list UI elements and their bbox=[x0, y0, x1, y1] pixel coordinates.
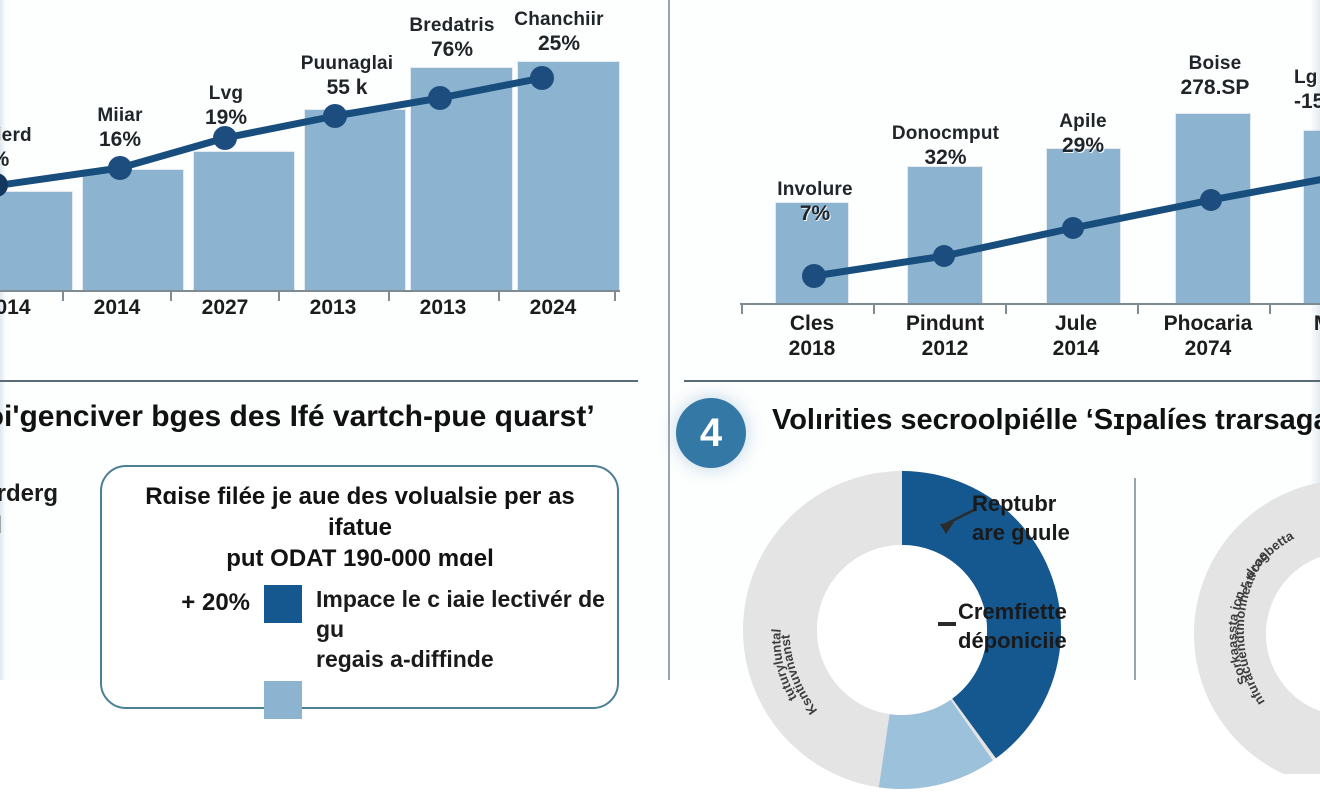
x-tick bbox=[278, 290, 280, 301]
bar-0 bbox=[0, 192, 72, 290]
x-tick bbox=[388, 290, 390, 301]
side-fragment-line-2: al bbox=[0, 512, 2, 539]
x-tick bbox=[1137, 303, 1139, 314]
legend-swatch-dark bbox=[264, 585, 302, 623]
side-fragment-line-1: drderg bbox=[0, 480, 59, 507]
legend-row bbox=[164, 681, 316, 719]
callout-title-line-2: put ODAT 190-000 mɑel bbox=[226, 545, 494, 573]
bar-label-1: Donocmput 32% bbox=[891, 123, 1000, 170]
donut-callout-2-line-2: déponiciie bbox=[958, 627, 1067, 653]
x-axis-label-0: Cles 2018 bbox=[788, 312, 836, 360]
page-edge-right bbox=[1310, 0, 1320, 680]
section-left-heading: roi'genciver bges des Ifé vartch-pue qua… bbox=[0, 400, 595, 433]
chart-top-left: biclerd % Miiar 16% Lvg 19% Puunaglai 55… bbox=[0, 0, 660, 340]
bar-label-0: biclerd % bbox=[0, 125, 32, 171]
legend-row: + 20% Impace le c iaie lectivér de gu re… bbox=[164, 585, 616, 675]
bar-1 bbox=[908, 167, 982, 303]
donut-callout-1-line-2: are guule bbox=[972, 519, 1070, 545]
x-axis-label-3: 2013 bbox=[309, 296, 357, 319]
x-tick bbox=[614, 290, 616, 301]
donut-callout-secondary: Cremfiette déponiciie bbox=[958, 598, 1067, 655]
x-axis-label-4: 2013 bbox=[419, 296, 467, 319]
x-axis-left bbox=[0, 290, 620, 292]
callout-card: Rɑise filée je aue des volualsie per as … bbox=[100, 465, 619, 719]
donut-chart-secondary: Sorkaassta icn r. drogbetta nfuracuendtm… bbox=[1194, 482, 1320, 774]
bar-label-3: Puunaglai 55 k bbox=[300, 53, 394, 100]
callout-card-title: Rɑise filée je aue des volualsie per as … bbox=[120, 481, 600, 575]
donut-callout-2-line-1: Cremfiette bbox=[958, 599, 1067, 624]
horizontal-divider-right bbox=[684, 380, 1320, 382]
x-tick bbox=[170, 290, 172, 301]
horizontal-divider-left bbox=[0, 380, 638, 382]
chart-top-right: 3 Involure 7% Donocmput 32% bbox=[668, 0, 1320, 380]
x-tick bbox=[741, 303, 743, 314]
bar-label-4: Lg -15 bbox=[1294, 67, 1320, 114]
bar-label-2: Apile 29% bbox=[1059, 111, 1107, 158]
bar-2 bbox=[194, 152, 294, 290]
donut-callout-primary: Reptubr are guule bbox=[972, 490, 1070, 547]
legend-swatch-light bbox=[264, 681, 302, 719]
trend-line-right bbox=[802, 176, 1320, 288]
trend-line-left bbox=[0, 66, 554, 197]
x-tick bbox=[498, 290, 500, 301]
bar-label-2: Lvg 19% bbox=[204, 83, 248, 130]
x-axis-label-1: 2014 bbox=[93, 296, 141, 319]
bar-label-0: Involure 7% bbox=[777, 179, 853, 226]
legend-text-line-2: regais a-diffinde bbox=[316, 645, 494, 672]
donut-section-divider bbox=[1134, 478, 1136, 680]
x-axis-label-3: Phocaria 2074 bbox=[1163, 312, 1253, 360]
page-edge-left bbox=[0, 0, 6, 680]
legend-percent: + 20% bbox=[181, 589, 250, 616]
x-axis-right bbox=[740, 303, 1320, 305]
bar-label-4: Bredatris 76% bbox=[409, 15, 495, 62]
donut-callout-1-line-1: Reptubr bbox=[972, 491, 1057, 516]
x-tick bbox=[1269, 303, 1271, 314]
donut-callout-dash bbox=[938, 622, 956, 626]
callout-title-line-1: Rɑise filée je aue des volualsie per as … bbox=[145, 483, 575, 542]
x-tick bbox=[873, 303, 875, 314]
bar-4 bbox=[411, 68, 512, 290]
vertical-divider bbox=[668, 0, 670, 680]
legend-text-line-1: Impace le c iaie lectivér de gu bbox=[316, 586, 605, 642]
section-badge-4: 4 bbox=[676, 398, 746, 468]
x-tick bbox=[1005, 303, 1007, 314]
bar-label-3: Boise 278.SP bbox=[1180, 53, 1250, 100]
legend-text: Impace le c iaie lectivér de gu regais a… bbox=[316, 585, 616, 675]
section-right-heading: Volırities secroolpiélle ‘Sɪpalíes trars… bbox=[772, 404, 1320, 436]
x-axis-label-2: 2027 bbox=[201, 296, 249, 319]
x-tick bbox=[62, 290, 64, 301]
x-axis-label-1: Pindunt 2012 bbox=[905, 312, 985, 360]
bar-1 bbox=[83, 170, 183, 290]
x-axis-label-5: 2024 bbox=[529, 296, 577, 319]
section-left-side-fragment: drderg al bbox=[0, 478, 58, 541]
bar-3 bbox=[305, 110, 405, 290]
legend-percent bbox=[164, 681, 250, 685]
x-axis-label-0: 014 bbox=[0, 296, 31, 319]
x-axis-label-4: Mo 2 bbox=[1284, 312, 1320, 362]
bar-label-5: Chanchiir 25% bbox=[514, 9, 604, 56]
bar-5 bbox=[518, 62, 619, 290]
bar-4 bbox=[1304, 131, 1320, 303]
x-axis-label-2: Jule 2014 bbox=[1052, 312, 1100, 360]
bar-label-1: Miiar 16% bbox=[97, 105, 143, 152]
